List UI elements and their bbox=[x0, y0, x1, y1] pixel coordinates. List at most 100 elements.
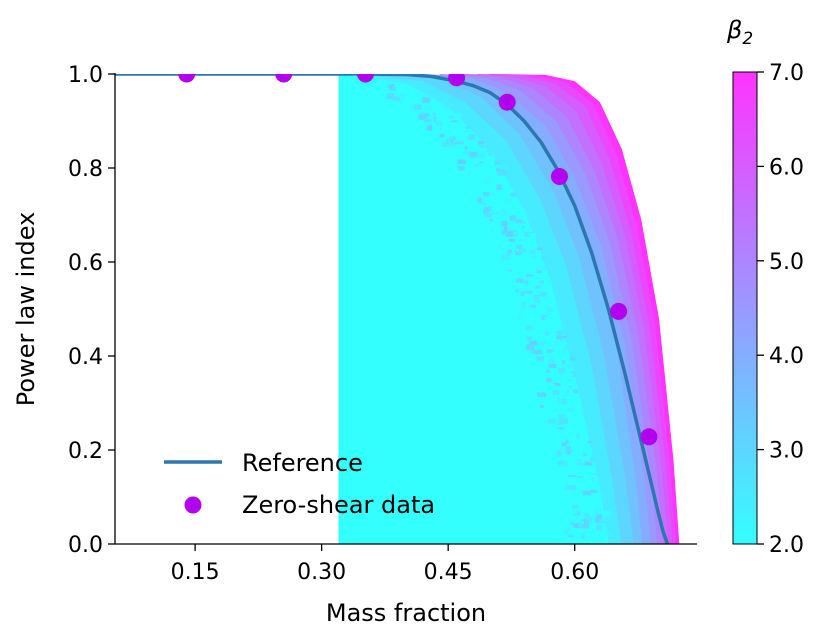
heatmap-speckle bbox=[558, 413, 565, 419]
heatmap-speckle bbox=[457, 159, 466, 165]
heatmap-speckle bbox=[521, 226, 525, 229]
heatmap-speckle bbox=[496, 184, 502, 190]
heatmap-speckle bbox=[584, 512, 590, 519]
heatmap-speckle bbox=[526, 274, 534, 277]
zero-shear-point bbox=[448, 74, 466, 87]
heatmap-speckle bbox=[483, 212, 492, 218]
heatmap-band bbox=[338, 74, 609, 544]
heatmap-speckle bbox=[490, 230, 495, 233]
heatmap-speckle bbox=[572, 389, 579, 394]
heatmap-speckle bbox=[424, 118, 432, 123]
heatmap-speckle bbox=[571, 509, 577, 515]
heatmap-speckle bbox=[512, 250, 516, 257]
heatmap-speckle bbox=[466, 172, 470, 178]
heatmap-speckle bbox=[507, 249, 511, 256]
heatmap-speckle bbox=[567, 379, 574, 382]
heatmap-speckle bbox=[536, 356, 545, 362]
x-tick-label: 0.45 bbox=[424, 560, 473, 585]
heatmap-speckle bbox=[587, 440, 593, 444]
heatmap-speckle bbox=[559, 336, 568, 339]
heatmap-speckle bbox=[498, 244, 502, 250]
heatmap-speckle bbox=[453, 113, 462, 118]
heatmap-speckle bbox=[574, 492, 580, 497]
heatmap-speckle bbox=[458, 126, 466, 132]
heatmap-speckle bbox=[537, 341, 546, 346]
heatmap-speckle bbox=[500, 230, 509, 235]
heatmap-speckle bbox=[422, 97, 431, 104]
heatmap-speckle bbox=[494, 160, 501, 165]
heatmap-speckle bbox=[518, 247, 527, 253]
zero-shear-point bbox=[357, 74, 374, 83]
heatmap-speckle bbox=[443, 105, 449, 109]
zero-shear-point bbox=[551, 168, 568, 185]
heatmap-speckle bbox=[565, 446, 572, 452]
heatmap-speckle bbox=[392, 97, 401, 102]
heatmap-speckle bbox=[537, 265, 547, 271]
heatmap-speckle bbox=[510, 193, 516, 197]
colorbar-tick-label: 3.0 bbox=[769, 439, 804, 464]
heatmap-speckle bbox=[496, 167, 505, 172]
heatmap-speckle bbox=[495, 211, 499, 217]
legend: Reference Zero-shear data bbox=[164, 449, 435, 519]
heatmap-speckle bbox=[478, 161, 483, 164]
heatmap-speckle bbox=[418, 114, 427, 120]
heatmap-speckle bbox=[509, 215, 517, 222]
heatmap-speckle bbox=[538, 302, 543, 309]
heatmap-speckle bbox=[469, 184, 473, 187]
heatmap-speckle bbox=[559, 373, 564, 378]
heatmap-speckle bbox=[545, 331, 549, 336]
heatmap-speckle bbox=[597, 519, 605, 525]
heatmap-speckle bbox=[603, 510, 612, 517]
heatmap-speckle bbox=[422, 95, 431, 99]
heatmap-speckle bbox=[499, 165, 507, 170]
heatmap-speckle bbox=[537, 360, 545, 367]
heatmap-speckle bbox=[594, 517, 601, 523]
heatmap-speckle bbox=[531, 255, 539, 258]
colorbar-label-subscript: 2 bbox=[742, 29, 753, 49]
y-tick-label: 0.4 bbox=[68, 345, 103, 370]
heatmap-speckle bbox=[524, 303, 530, 309]
reference-line bbox=[115, 74, 670, 544]
heatmap-speckle bbox=[505, 203, 514, 206]
heatmap-speckle bbox=[568, 385, 572, 389]
colorbar-tick-label: 2.0 bbox=[769, 533, 804, 558]
heatmap-speckle bbox=[458, 166, 465, 171]
heatmap-speckle bbox=[480, 181, 490, 184]
heatmap-speckle bbox=[491, 211, 495, 215]
reference-line-layer bbox=[115, 74, 670, 544]
heatmap-speckle bbox=[391, 86, 396, 91]
heatmap-speckle bbox=[517, 315, 522, 320]
heatmap-speckle bbox=[503, 226, 508, 233]
heatmap-speckle bbox=[386, 93, 395, 100]
heatmap-speckle bbox=[468, 151, 478, 158]
colorbar-tick-label: 6.0 bbox=[769, 155, 804, 180]
heatmap-speckle bbox=[554, 383, 561, 386]
heatmap-speckle bbox=[524, 290, 533, 294]
heatmap-speckle bbox=[448, 142, 455, 146]
heatmap-speckle bbox=[435, 121, 443, 126]
x-tick-label: 0.15 bbox=[171, 560, 220, 585]
heatmap-speckle bbox=[557, 398, 562, 404]
heatmap-speckle bbox=[591, 472, 598, 476]
heatmap-speckle bbox=[415, 92, 422, 97]
heatmap-speckle bbox=[476, 154, 486, 158]
heatmap-speckle bbox=[586, 516, 593, 519]
heatmap-speckle bbox=[488, 151, 493, 156]
y-tick-label: 1.0 bbox=[68, 63, 103, 88]
heatmap-speckle bbox=[558, 427, 565, 430]
heatmap-speckle bbox=[563, 419, 568, 424]
heatmap-speckle bbox=[553, 340, 559, 346]
zero-shear-point bbox=[640, 428, 658, 446]
heatmap-speckle bbox=[596, 525, 602, 532]
heatmap-speckle bbox=[508, 238, 516, 242]
heatmap-speckle bbox=[565, 389, 570, 394]
heatmap-speckle bbox=[558, 364, 566, 369]
heatmap-speckle bbox=[569, 357, 576, 361]
heatmap-speckle bbox=[576, 433, 581, 439]
heatmap-speckle bbox=[515, 278, 524, 283]
heatmap-speckle bbox=[584, 520, 590, 524]
heatmap-speckle bbox=[494, 214, 502, 217]
heatmap-speckle bbox=[584, 462, 593, 466]
heatmap-speckle bbox=[556, 331, 564, 336]
